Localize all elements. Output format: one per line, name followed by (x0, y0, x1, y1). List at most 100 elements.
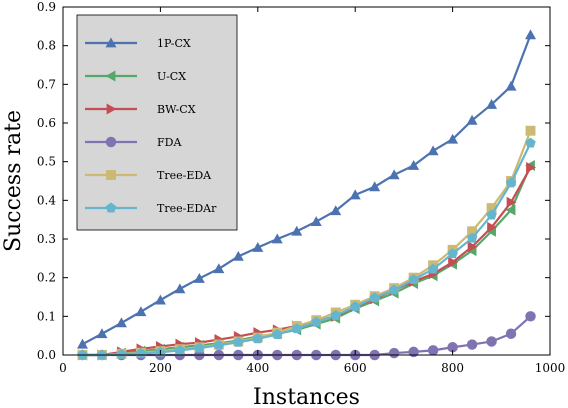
y-tick-label: 0.6 (37, 116, 56, 130)
data-point (505, 204, 516, 216)
x-tick-label: 1000 (535, 361, 566, 375)
x-tick-label: 600 (344, 361, 367, 375)
legend-entry: FDA (85, 136, 182, 149)
legend-marker (105, 136, 117, 148)
data-point (447, 133, 459, 144)
legend-label: U-CX (157, 70, 186, 83)
data-point (77, 349, 88, 360)
data-point (213, 339, 225, 350)
x-axis-label: Instances (253, 385, 360, 408)
y-tick-label: 0.9 (37, 0, 56, 14)
legend-entry: U-CX (85, 70, 186, 83)
data-point (388, 347, 400, 359)
data-point (486, 98, 498, 109)
data-point (505, 177, 517, 188)
legend-label: 1P-CX (157, 37, 191, 50)
data-point (467, 226, 478, 237)
data-point (408, 160, 420, 170)
data-point (174, 283, 186, 294)
data-point (369, 292, 380, 303)
series-layer (76, 29, 537, 361)
data-point (232, 250, 244, 261)
data-point (252, 333, 264, 344)
data-point (448, 256, 459, 268)
legend: 1P-CX U-CX BW-CX FDA Tree-EDA Tree-EDAr (76, 14, 238, 231)
data-point (427, 145, 439, 156)
data-point (349, 301, 361, 312)
data-point (505, 80, 517, 91)
data-point (466, 339, 478, 350)
legend-entry: Tree-EDA (85, 169, 212, 182)
data-point (310, 216, 322, 226)
data-point (154, 294, 166, 305)
data-point (252, 242, 264, 252)
data-point (369, 181, 381, 192)
data-point (115, 317, 127, 328)
data-point (330, 205, 342, 216)
data-point (427, 263, 439, 274)
y-axis-label: Success rate (1, 110, 26, 252)
data-point (408, 274, 419, 285)
legend-box (76, 14, 238, 231)
plot-frame (62, 6, 551, 356)
axis-ticks: 0 200 400 600 800 1000 0.0 0.1 0.2 0.3 0.4 0.5 0.6 0.… (37, 0, 565, 375)
legend-marker (105, 202, 117, 213)
legend-marker (105, 70, 116, 82)
data-point (505, 328, 517, 339)
data-point (116, 348, 127, 359)
data-point (135, 306, 147, 317)
x-tick-label: 0 (59, 361, 67, 375)
data-point (467, 241, 478, 253)
data-point (213, 263, 225, 274)
y-tick-label: 0.2 (37, 271, 56, 285)
data-point (526, 161, 537, 173)
legend-entry: 1P-CX (85, 37, 191, 50)
legend-entry: Tree-EDAr (85, 202, 217, 215)
data-point (487, 221, 498, 233)
data-point (291, 225, 303, 236)
data-point (330, 310, 341, 321)
legend-label: BW-CX (157, 103, 196, 116)
data-point (525, 311, 536, 322)
data-point (311, 316, 322, 327)
data-point (525, 125, 536, 136)
data-point (447, 342, 458, 353)
data-point (96, 328, 108, 339)
data-point (466, 114, 478, 125)
data-point (193, 272, 205, 283)
series-1p-cx (76, 29, 537, 349)
data-point (506, 196, 517, 208)
data-point (349, 189, 361, 200)
data-point (447, 248, 458, 259)
data-point (388, 169, 400, 180)
data-point (233, 336, 244, 347)
data-point (388, 284, 400, 295)
data-point (486, 336, 497, 347)
data-point (194, 342, 205, 353)
y-tick-label: 0.7 (37, 77, 56, 91)
data-point (174, 344, 186, 355)
legend-marker (106, 103, 117, 115)
x-tick-label: 400 (246, 361, 269, 375)
y-tick-label: 0.4 (37, 193, 56, 207)
y-tick-label: 0.5 (37, 155, 56, 169)
y-tick-label: 0.0 (37, 348, 56, 362)
x-tick-label: 200 (149, 361, 172, 375)
y-tick-label: 0.3 (37, 232, 56, 246)
data-point (291, 323, 302, 334)
data-point (525, 29, 537, 40)
legend-label: Tree-EDA (157, 169, 212, 182)
legend-marker (106, 170, 116, 180)
data-point (486, 209, 497, 220)
data-point (525, 137, 536, 148)
data-point (466, 232, 478, 243)
legend-marker (105, 37, 117, 48)
data-point (96, 349, 108, 360)
legend-label: Tree-EDAr (157, 202, 217, 215)
x-tick-label: 800 (441, 361, 464, 375)
y-tick-label: 0.1 (37, 309, 56, 323)
data-point (408, 346, 419, 358)
legend-entry: BW-CX (85, 103, 196, 116)
data-point (76, 338, 88, 349)
